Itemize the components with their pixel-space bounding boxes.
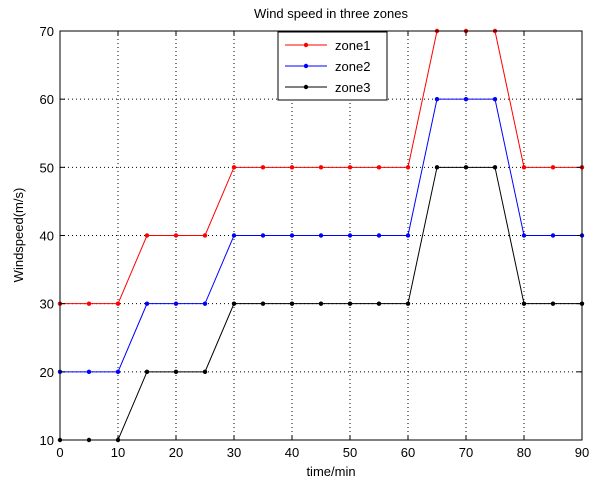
data-point-zone3 <box>231 301 237 306</box>
y-tick-label: 50 <box>40 160 54 175</box>
data-point-zone3 <box>521 301 527 306</box>
data-point-zone3 <box>318 301 324 306</box>
legend-entry-zone2: zone2 <box>285 59 370 74</box>
x-tick-label: 70 <box>459 445 473 460</box>
data-point-zone1 <box>202 233 208 238</box>
data-point-zone3 <box>463 165 469 170</box>
data-point-zone3 <box>434 165 440 170</box>
data-point-zone2 <box>550 233 556 238</box>
data-point-zone1 <box>86 301 92 306</box>
x-tick-label: 90 <box>575 445 589 460</box>
x-tick-label: 20 <box>169 445 183 460</box>
data-point-zone3 <box>550 301 556 306</box>
legend-label: zone1 <box>335 38 370 53</box>
legend-entry-zone3: zone3 <box>285 80 370 95</box>
x-axis-label: time/min <box>306 464 355 479</box>
legend-label: zone3 <box>335 80 370 95</box>
data-point-zone1 <box>550 165 556 170</box>
y-axis-label: Windspeed(m/s) <box>11 188 26 283</box>
data-point-zone3 <box>347 301 353 306</box>
y-tick-label: 10 <box>40 433 54 448</box>
legend-label: zone2 <box>335 59 370 74</box>
data-point-zone1 <box>115 301 121 306</box>
data-point-zone3 <box>405 301 411 306</box>
legend-marker <box>303 42 309 48</box>
legend-marker <box>303 84 309 90</box>
data-point-zone2 <box>86 369 92 375</box>
data-point-zone2 <box>376 233 382 238</box>
chart-title: Wind speed in three zones <box>254 6 408 21</box>
data-point-zone2 <box>173 301 179 306</box>
data-point-zone2 <box>463 96 469 102</box>
x-tick-label: 30 <box>227 445 241 460</box>
data-point-zone2 <box>492 96 498 102</box>
data-point-zone2 <box>144 301 150 306</box>
data-point-zone3 <box>376 301 382 306</box>
data-point-zone2 <box>260 233 266 238</box>
data-point-zone3 <box>173 369 179 375</box>
x-tick-label: 60 <box>401 445 415 460</box>
data-point-zone2 <box>318 233 324 238</box>
y-tick-label: 40 <box>40 229 54 244</box>
data-point-zone1 <box>405 165 411 170</box>
data-point-zone3 <box>144 369 150 375</box>
y-tick-label: 30 <box>40 297 54 312</box>
data-point-zone2 <box>289 233 295 238</box>
data-point-zone1 <box>289 165 295 170</box>
data-point-zone3 <box>202 369 208 375</box>
data-point-zone2 <box>231 233 237 238</box>
data-point-zone2 <box>115 369 121 375</box>
data-point-zone1 <box>173 233 179 238</box>
x-tick-label: 50 <box>343 445 357 460</box>
legend-marker <box>303 63 309 69</box>
data-point-zone3 <box>260 301 266 306</box>
data-point-zone2 <box>202 301 208 306</box>
data-point-zone1 <box>521 165 527 170</box>
data-point-zone1 <box>376 165 382 170</box>
data-point-zone1 <box>144 233 150 238</box>
data-point-zone1 <box>231 165 237 170</box>
data-point-zone1 <box>318 165 324 170</box>
data-point-zone3 <box>492 165 498 170</box>
legend: zone1 zone2 zone3 <box>277 31 388 101</box>
x-tick-label: 10 <box>111 445 125 460</box>
y-tick-label: 70 <box>40 24 54 39</box>
data-point-zone2 <box>347 233 353 238</box>
x-tick-label: 80 <box>517 445 531 460</box>
series-zone2 <box>57 96 585 375</box>
x-tick-label: 40 <box>285 445 299 460</box>
data-point-zone2 <box>521 233 527 238</box>
data-point-zone2 <box>434 96 440 102</box>
data-point-zone2 <box>405 233 411 238</box>
x-tick-label: 0 <box>56 445 63 460</box>
series-zone3 <box>57 165 585 443</box>
plot-series <box>57 28 585 443</box>
data-point-zone1 <box>260 165 266 170</box>
data-point-zone3 <box>289 301 295 306</box>
y-tick-label: 20 <box>40 365 54 380</box>
data-point-zone1 <box>347 165 353 170</box>
y-tick-label: 60 <box>40 92 54 107</box>
legend-entry-zone1: zone1 <box>285 38 370 53</box>
